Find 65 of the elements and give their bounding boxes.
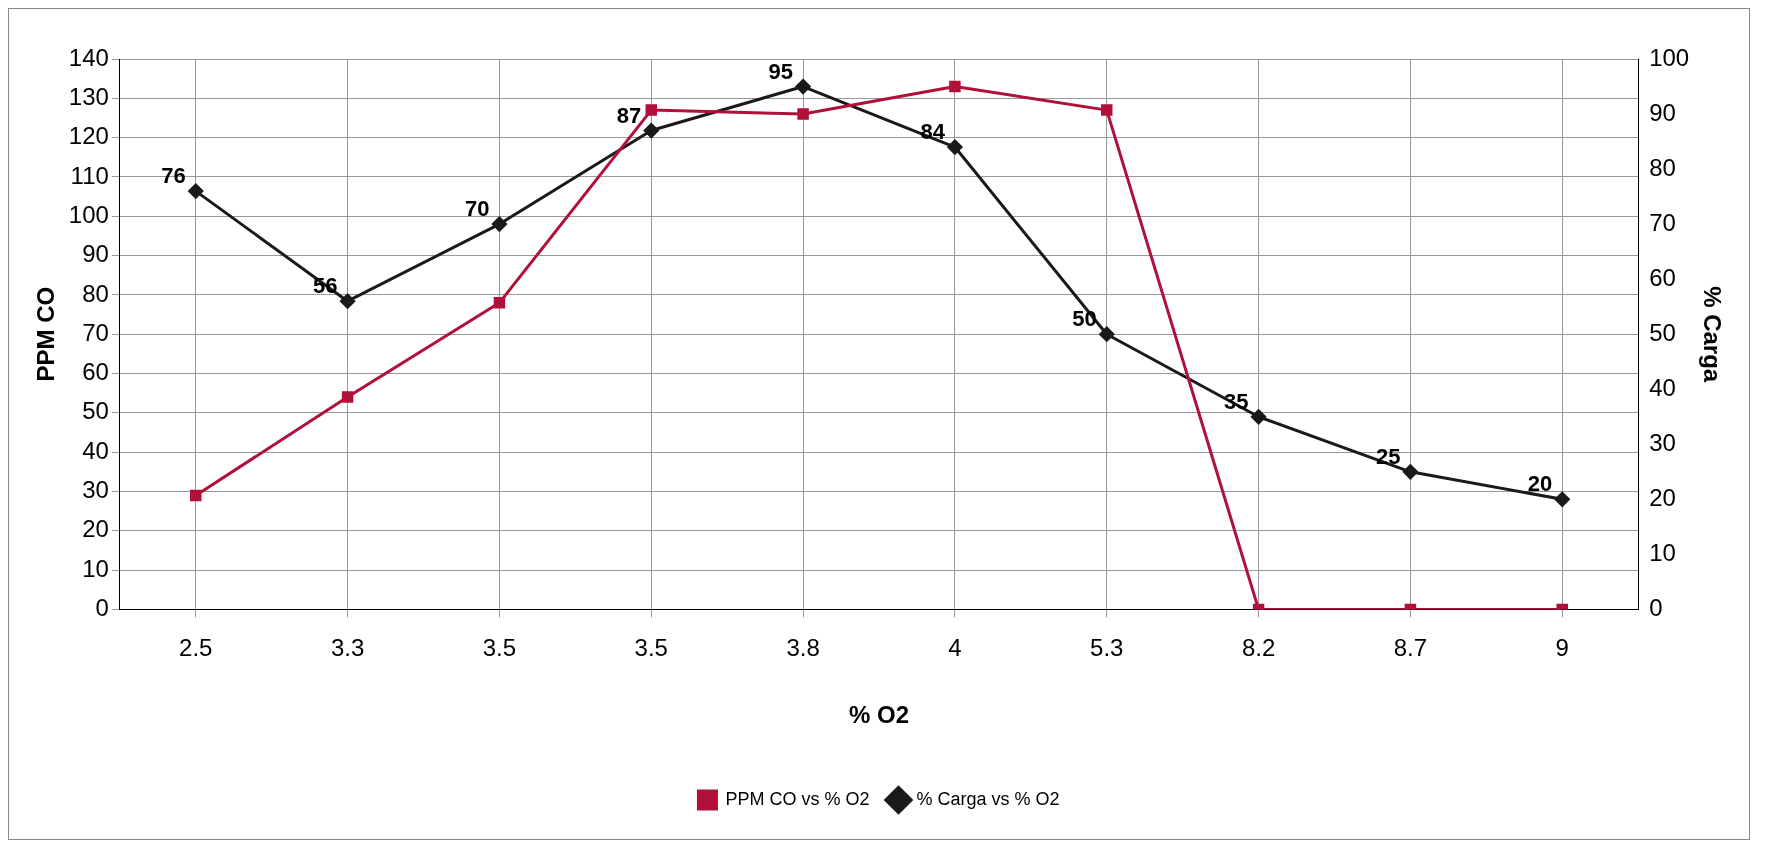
point: [1554, 491, 1570, 507]
point: [1101, 104, 1113, 116]
point: [341, 391, 354, 403]
x-tick-label: 2.5: [179, 634, 213, 662]
data-label: 76: [161, 163, 186, 189]
y-axis-title: PPM CO: [32, 286, 60, 382]
point: [949, 80, 961, 93]
point: [1251, 409, 1267, 425]
y-tick-label: 0: [95, 594, 109, 622]
y2-tick-label: 30: [1649, 428, 1676, 456]
point: [947, 139, 963, 155]
x-tick-label: 3.5: [482, 634, 517, 662]
y-tick-label: 140: [68, 43, 109, 71]
y-tick-label: 130: [68, 82, 109, 110]
point: [1099, 326, 1115, 342]
point: [340, 293, 356, 309]
data-label: 84: [920, 119, 946, 145]
y2-tick-label: 100: [1649, 43, 1690, 71]
point: [643, 123, 659, 139]
x-tick-label: 8.2: [1241, 634, 1276, 662]
point: [491, 216, 507, 232]
y2-tick-label: 10: [1649, 538, 1676, 566]
y-tick-label: 10: [82, 554, 109, 582]
x-tick-label: 4: [948, 634, 962, 662]
y2-tick-label: 0: [1649, 594, 1663, 622]
y2-tick-label: 90: [1649, 98, 1676, 126]
data-label: 87: [616, 102, 642, 128]
point: [645, 104, 657, 116]
x-tick-label: 8.7: [1393, 634, 1428, 662]
y-tick-label: 70: [82, 318, 109, 346]
y-tick-label: 110: [70, 161, 109, 189]
y2-tick-label: 60: [1649, 263, 1676, 291]
y-tick-label: 120: [68, 122, 109, 150]
y-tick-label: 20: [82, 515, 109, 543]
x-tick-label: 3.8: [786, 634, 820, 662]
y-tick-label: 40: [82, 436, 109, 464]
legend-label: % Carga vs % O2: [916, 788, 1060, 809]
y2-tick-label: 50: [1649, 318, 1676, 346]
data-label: 25: [1375, 443, 1401, 469]
y-tick-label: 80: [82, 279, 109, 307]
x-tick-label: 5.3: [1090, 634, 1124, 662]
y2-axis-title: % Carga: [1698, 286, 1726, 383]
y-tick-label: 100: [68, 200, 109, 228]
point: [493, 297, 506, 309]
y-tick-label: 60: [82, 358, 109, 386]
x-tick-label: 3.3: [330, 634, 365, 662]
point: [795, 79, 811, 95]
data-label: 20: [1527, 471, 1553, 497]
x-tick-label: 3.5: [634, 634, 668, 662]
point: [1402, 464, 1418, 480]
data-label: 70: [464, 196, 490, 222]
y-tick-label: 30: [82, 476, 109, 504]
y2-tick-label: 20: [1649, 483, 1676, 511]
y2-tick-label: 40: [1649, 373, 1676, 401]
y2-tick-label: 80: [1649, 153, 1676, 181]
data-label: 50: [1072, 306, 1097, 332]
point: [188, 183, 204, 199]
legend-label: PPM CO vs % O2: [725, 788, 870, 809]
point: [797, 108, 809, 120]
y-tick-label: 50: [82, 397, 109, 425]
x-axis-title: % O2: [848, 701, 910, 729]
y2-tick-label: 70: [1649, 208, 1676, 236]
y-tick-label: 90: [82, 240, 109, 268]
x-tick-label: 9: [1555, 634, 1569, 662]
data-label: 95: [768, 58, 794, 84]
